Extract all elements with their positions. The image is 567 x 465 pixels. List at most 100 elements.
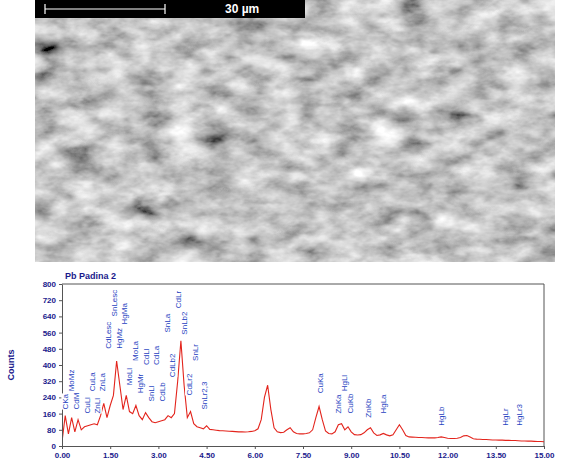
- tick: 560: [43, 329, 62, 338]
- tick: 720: [43, 296, 62, 305]
- tick: 12.00: [438, 446, 459, 460]
- peak-label-text: MoLa: [131, 340, 140, 361]
- tick-label: 10.50: [390, 451, 411, 460]
- tick-label: 15.00: [534, 451, 555, 460]
- label-patch: [185, 373, 194, 395]
- tick-label: 1.50: [103, 451, 119, 460]
- tick-label: 4.50: [199, 451, 215, 460]
- peak-label-text: MoLl: [125, 368, 134, 386]
- peak-label: ZnKb: [364, 398, 373, 418]
- label-patch: [88, 372, 97, 392]
- label-patch: [316, 373, 325, 394]
- label-patches: [61, 290, 524, 426]
- tick-mark: [303, 446, 304, 449]
- tick-label: 3.00: [151, 451, 167, 460]
- plot-frame: [62, 284, 544, 446]
- peak-label-text: HgLr3: [515, 403, 524, 425]
- label-patch: [125, 368, 134, 386]
- tick-label: 480: [43, 345, 57, 354]
- peak-label-text: HgLa: [379, 394, 388, 414]
- scale-bar-end: [44, 4, 45, 14]
- label-patch: [110, 290, 119, 317]
- peak-labels: CKaMoMzCdMCuLlCuLaZnLlZnLaCdLescSnLescHg…: [61, 290, 524, 426]
- peak-label-text: HgMa: [120, 303, 129, 325]
- peak-label-text: CdLa: [152, 345, 161, 365]
- tick: 9.00: [344, 446, 360, 460]
- tick-mark: [59, 381, 62, 382]
- tick-mark: [59, 333, 62, 334]
- peak-label: HgLl: [340, 375, 349, 392]
- label-patch: [191, 344, 200, 361]
- peak-label-text: HgLr: [501, 408, 510, 426]
- label-patch: [61, 393, 70, 409]
- tick-label: 0.00: [55, 451, 71, 460]
- peak-label: CuLl: [83, 397, 92, 414]
- tick-mark: [544, 446, 545, 449]
- peak-label: HgLr: [501, 408, 510, 426]
- label-patch: [147, 385, 156, 401]
- spectrum-line: [62, 341, 544, 442]
- label-patch: [142, 348, 151, 365]
- tick-mark: [255, 446, 256, 449]
- label-patch: [180, 311, 189, 335]
- tick-label: 7.50: [296, 451, 312, 460]
- label-patch: [158, 382, 167, 402]
- label-patch: [501, 408, 510, 426]
- tick: 0: [52, 442, 62, 451]
- peak-label-text: HgLb: [437, 406, 446, 426]
- peak-label: MoLa: [131, 340, 140, 361]
- scale-bar-end: [164, 4, 165, 14]
- tick-label: 80: [47, 426, 56, 435]
- y-axis: 080160240320400480560640720800: [43, 280, 63, 451]
- tick-label: 800: [43, 280, 57, 289]
- label-patch: [72, 392, 81, 409]
- label-patch: [131, 340, 140, 361]
- peak-label: ZnLl: [93, 398, 102, 414]
- peak-label: ZnLa: [98, 373, 107, 392]
- peak-label-text: SnLr2,3: [200, 381, 209, 410]
- tick-mark: [59, 316, 62, 317]
- peak-label: CdM: [72, 392, 81, 409]
- tick-label: 240: [43, 393, 57, 402]
- peak-label-text: SnLb2: [180, 311, 189, 335]
- peak-label: HgMz: [115, 328, 124, 349]
- tick-label: 720: [43, 296, 57, 305]
- chart: 0.00 1.50 3.00 4.50 6.00 7.50 9.00 10.50 12.00 13…: [6, 271, 555, 460]
- peak-label-text: HgMr: [136, 373, 145, 393]
- label-patch: [93, 398, 102, 414]
- tick: 1.50: [103, 446, 119, 460]
- peak-label-text: CdLr2: [185, 373, 194, 395]
- tick-label: 6.00: [248, 451, 264, 460]
- tick-label: 9.00: [344, 451, 360, 460]
- tick: 640: [43, 312, 62, 321]
- peak-label-text: CdLb: [158, 382, 167, 402]
- tick-mark: [448, 446, 449, 449]
- scale-bar-label: 30 µm: [225, 2, 259, 16]
- tick-mark: [59, 284, 62, 285]
- tick-label: 13.50: [486, 451, 507, 460]
- peak-label-text: CuKb: [346, 393, 355, 414]
- label-patch: [67, 370, 76, 392]
- figure: 30 µm 0.00 1.50 3.00 4.50 6.00 7.50 9.00 10.50 12…: [0, 0, 567, 465]
- peak-label: SnLl: [147, 385, 156, 401]
- peak-label: MoMz: [67, 370, 76, 392]
- scale-bar-strip: [35, 0, 305, 18]
- peak-label-text: CdLr: [174, 291, 183, 309]
- tick: 0.00: [55, 446, 71, 460]
- peak-label: CdLa: [152, 345, 161, 365]
- peak-label-text: SnLl: [147, 385, 156, 401]
- peak-label: ZnKa: [334, 394, 343, 414]
- y-axis-title: Counts: [6, 350, 16, 381]
- tick-mark: [158, 446, 159, 449]
- tick-label: 400: [43, 361, 57, 370]
- label-patch: [346, 393, 355, 414]
- plot-area: [62, 341, 544, 442]
- peak-label: MoLl: [125, 368, 134, 386]
- micrograph-image: [35, 0, 555, 262]
- tick-label: 0: [52, 442, 57, 451]
- peak-label-text: HgMz: [115, 328, 124, 349]
- tick-label: 320: [43, 377, 57, 386]
- micrograph: 30 µm: [35, 0, 555, 262]
- y-axis-line: [62, 285, 63, 447]
- label-patch: [120, 303, 129, 325]
